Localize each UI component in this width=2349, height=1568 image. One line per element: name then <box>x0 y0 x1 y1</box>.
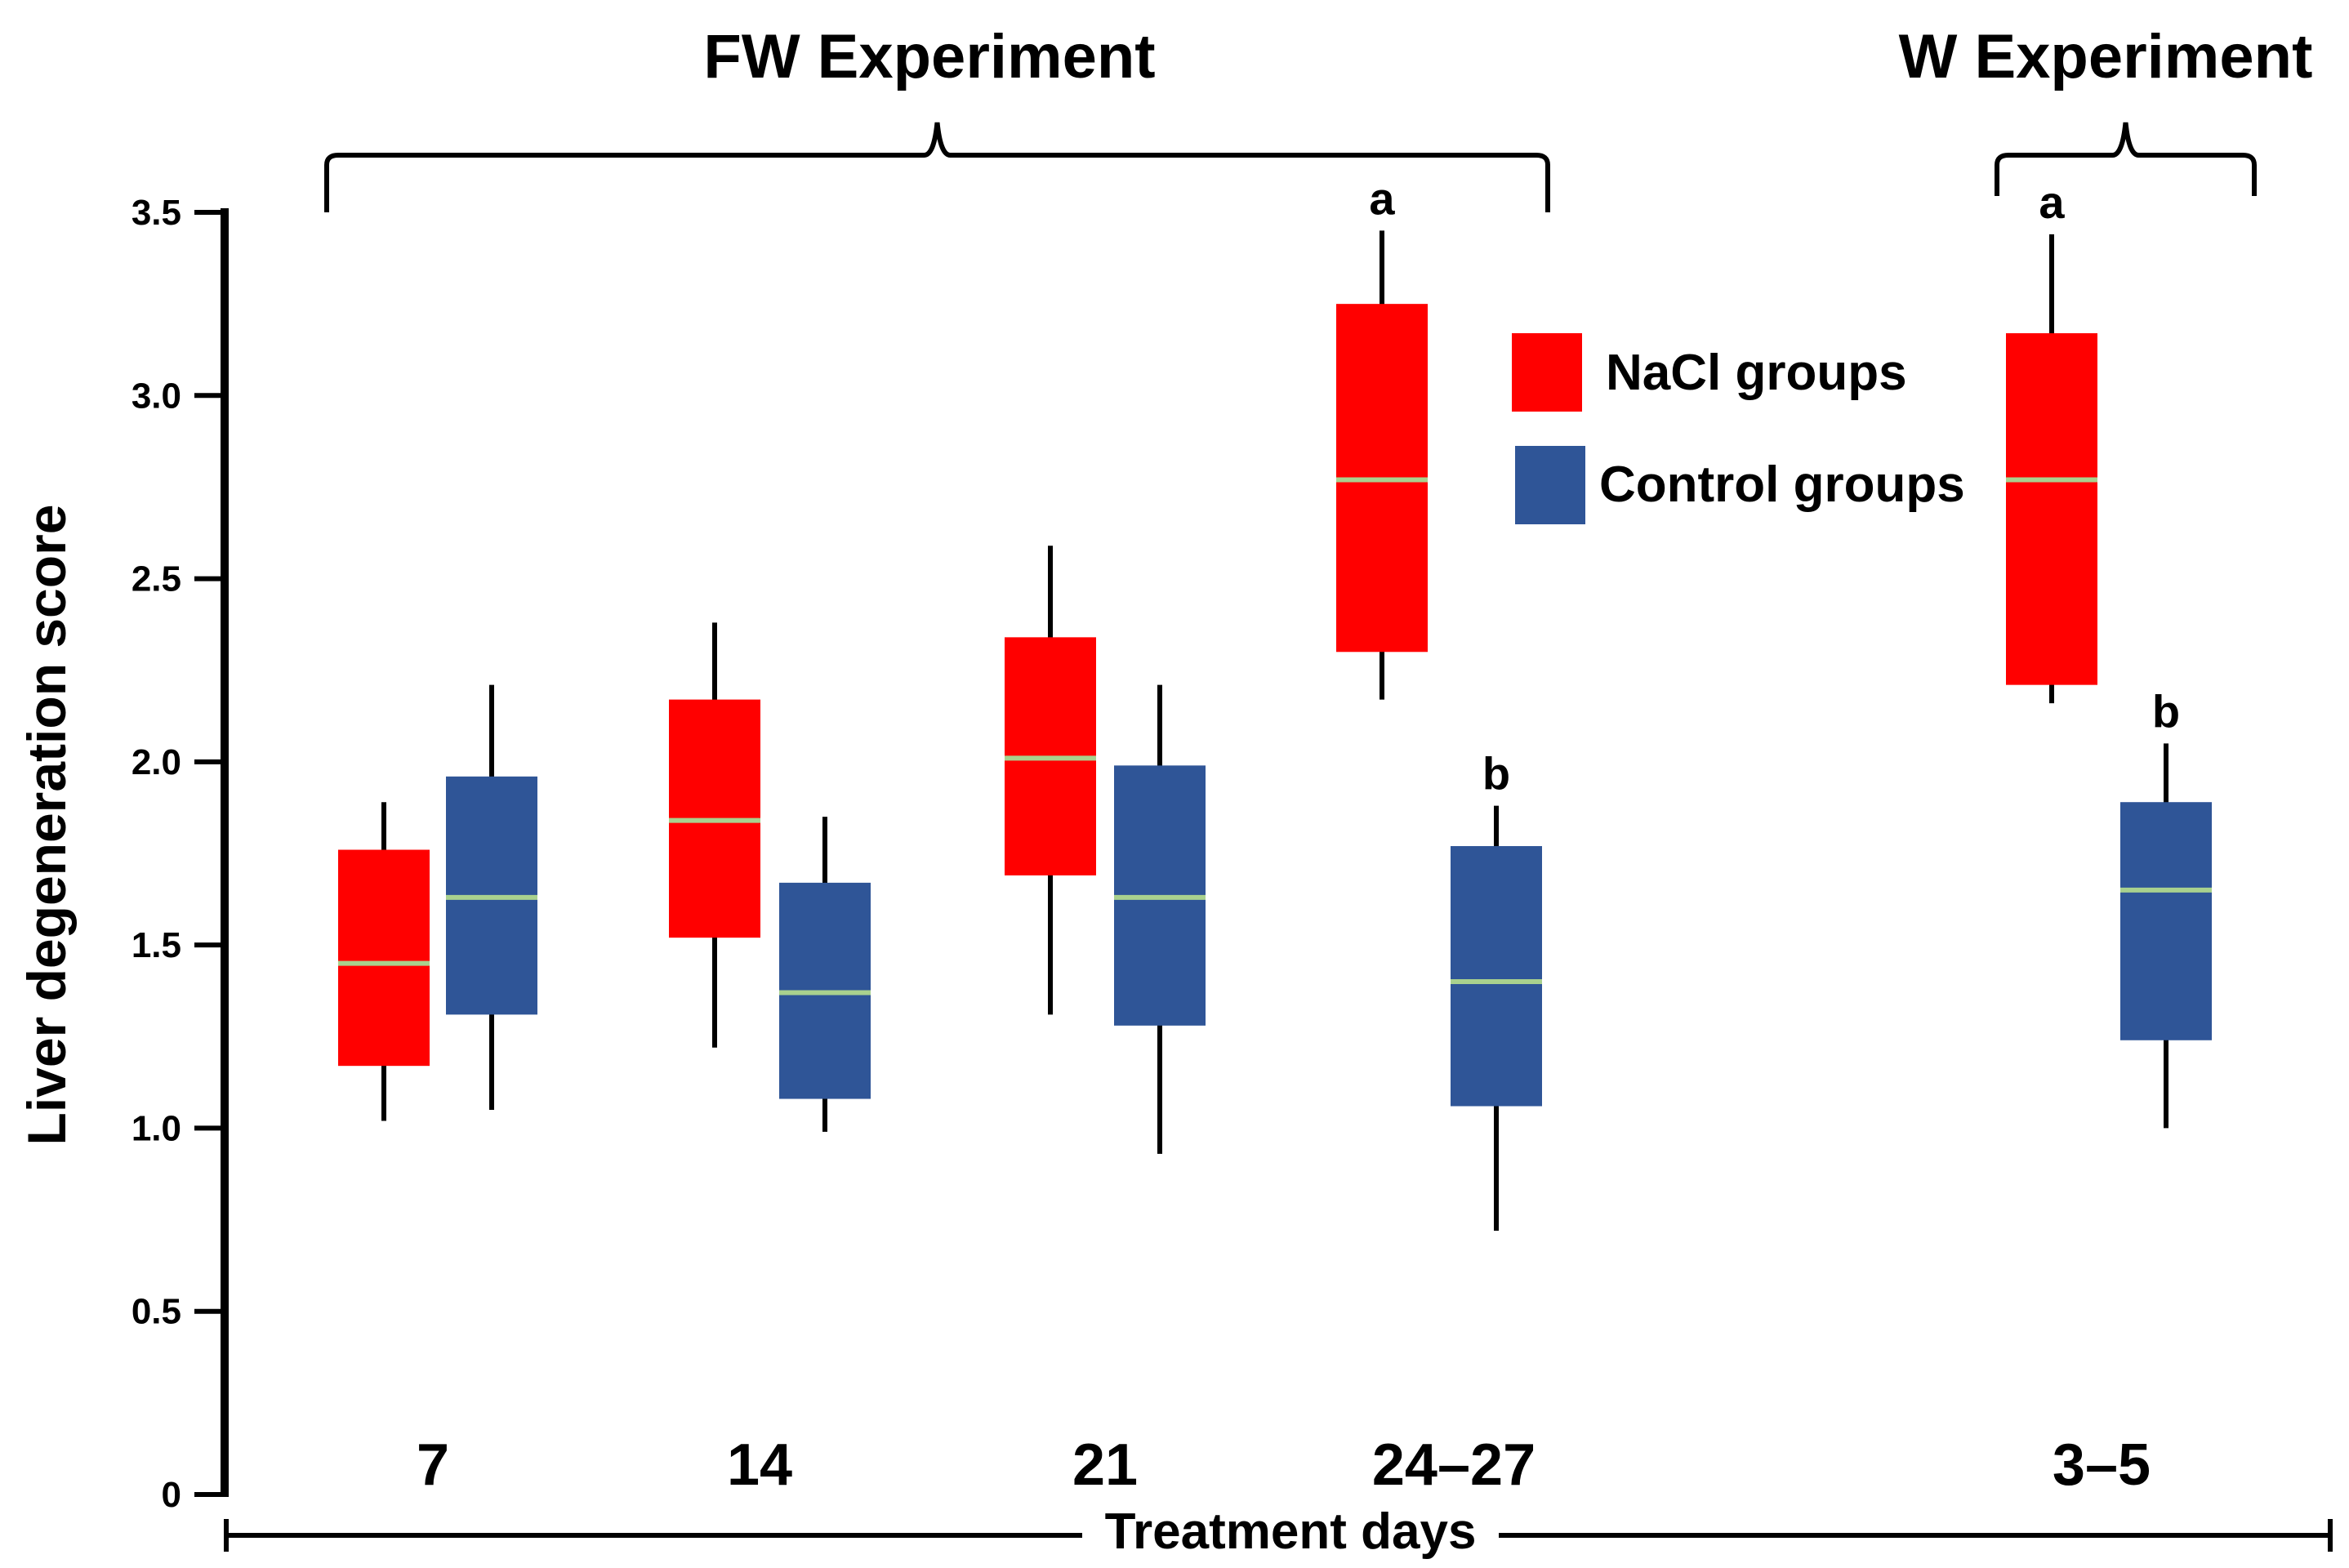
significance-label: a <box>2039 176 2065 228</box>
significance-label: a <box>1369 172 1395 224</box>
y-tick-label: 2.0 <box>131 742 181 782</box>
x-category-label: 21 <box>1072 1432 1138 1498</box>
fw-experiment-brace <box>324 122 1550 212</box>
y-tick-label: 3.0 <box>131 376 181 416</box>
y-tick-label: 0.5 <box>131 1292 181 1332</box>
boxes <box>338 230 2212 1232</box>
y-tick-label: 3.5 <box>131 193 181 233</box>
x-category-label: 7 <box>417 1432 449 1498</box>
axes: 0 0.5 1.0 1.5 2.0 2.5 3.0 3.5 7 14 21 24–27 3–5 <box>131 193 2333 1552</box>
x-category-label: 3–5 <box>2053 1432 2151 1498</box>
legend <box>1512 333 1585 524</box>
box-control-4 <box>2120 743 2212 1129</box>
x-category-label: 24–27 <box>1372 1432 1536 1498</box>
fw-experiment-title: FW Experiment <box>703 22 1155 91</box>
significance-label: b <box>2152 685 2180 737</box>
box-nacl-2 <box>1005 546 1096 1015</box>
box-nacl-4 <box>2006 234 2097 704</box>
w-experiment-brace <box>1995 122 2257 196</box>
legend-label-nacl: NaCl groups <box>1606 345 1907 401</box>
box-nacl-1 <box>669 622 760 1048</box>
y-tick-label: 0 <box>162 1475 181 1515</box>
legend-swatch-control <box>1515 446 1585 524</box>
legend-swatch-nacl <box>1512 333 1582 412</box>
box-body <box>2120 802 2212 1040</box>
box-control-2 <box>1114 684 1206 1154</box>
box-control-0 <box>446 684 537 1110</box>
y-axis-title: Liver degeneration score <box>16 505 77 1146</box>
significance-label: b <box>1482 748 1510 800</box>
box-control-3 <box>1451 805 1542 1232</box>
y-tick-label: 1.0 <box>131 1108 181 1148</box>
annotations: a a b b <box>324 122 2257 800</box>
box-body <box>1451 846 1542 1107</box>
box-body <box>2006 333 2097 685</box>
box-nacl-0 <box>338 802 430 1121</box>
x-category-label: 14 <box>727 1432 792 1498</box>
box-nacl-3 <box>1336 230 1428 700</box>
legend-label-control: Control groups <box>1599 457 1965 513</box>
w-experiment-title: W Experiment <box>1899 22 2313 91</box>
box-body <box>338 849 430 1067</box>
x-axis-title: Treatment days <box>1105 1503 1477 1560</box>
box-control-1 <box>779 817 871 1132</box>
y-tick-label: 1.5 <box>131 925 181 965</box>
y-tick-label: 2.5 <box>131 559 181 599</box>
